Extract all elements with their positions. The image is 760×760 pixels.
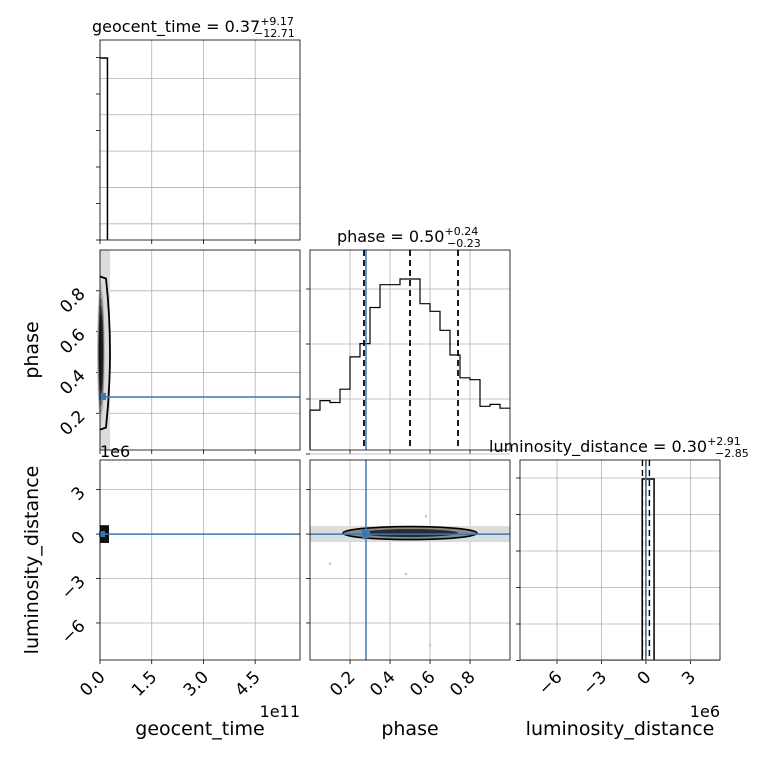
y-tick-label: 3 [68,483,90,505]
x-tick-label: 0.0 [76,667,109,700]
title-geocent-time-lower: −12.71 [254,27,295,40]
y-tick-label: 0 [68,527,90,549]
title-geocent-time: geocent_time = 0.37+9.17 [92,15,294,37]
x-tick-label: 3.0 [180,667,213,700]
x-tick-label: 0.2 [326,667,359,700]
title-luminosity-distance: luminosity_distance = 0.30+2.91 [489,435,741,457]
x-axis-label-geocent-time: geocent_time [135,718,264,740]
title-name: phase [337,227,385,246]
x-tick-label: −6 [535,667,567,699]
x-tick-label: 0.4 [366,667,399,700]
title-phase-lower: −0.23 [447,237,481,250]
histogram-step [309,278,510,450]
x-axis-label-luminosity-distance: luminosity_distance [526,718,715,740]
y-tick-label: 0.6 [56,325,89,358]
y-tick-label: 0.2 [56,407,89,440]
y-tick-label: 0.8 [56,284,89,317]
x-axis-label-phase: phase [381,718,438,740]
y-axis-label-luminosity-distance: luminosity_distance [21,466,43,655]
title-upper: +2.91 [707,435,741,448]
y-tick-label: −3 [58,572,90,604]
titles: geocent_time = 0.37+9.17 −12.71 phase = … [92,15,749,460]
title-median: 0.50 [409,227,445,246]
panel-frame [309,249,511,451]
histogram-step [100,57,109,240]
x-tick-label: 4.5 [231,667,264,700]
x-offset-luminosity-distance: 1e6 [690,702,720,721]
y-axis-label-phase: phase [21,321,43,378]
truth-marker [99,392,106,400]
sample-point [428,643,432,647]
x-tick-label: 0.6 [406,667,439,700]
histogram-step [641,478,655,660]
x-tick-label: −3 [579,667,611,699]
x-tick-label: 0.8 [446,667,479,700]
title-upper: +9.17 [260,15,294,28]
title-name: luminosity_distance [489,437,648,457]
sample-point [328,562,332,565]
density-level [362,529,458,538]
chart-labels: geocent_time phase luminosity_distance p… [21,321,720,740]
title-median: 0.30 [671,437,707,456]
x-tick-label: 3 [678,667,700,689]
x-tick-label: 1.5 [128,667,161,700]
y-tick-label: −6 [58,616,90,648]
contour-line [342,525,478,541]
sample-point [404,572,408,576]
truth-marker [362,530,370,539]
title-median: 0.37 [225,17,261,36]
panel-frame [519,459,721,661]
y-offset-luminosity-distance: 1e6 [100,442,130,461]
panel-frame [309,459,511,661]
contour-line [99,275,111,431]
title-equals: = [648,437,672,456]
title-luminosity-distance-lower: −2.85 [715,447,749,460]
density-shade [100,250,110,450]
x-tick-label: 0 [634,667,656,689]
title-equals: = [201,17,225,36]
panel-frame [99,39,301,241]
truth-marker [99,531,105,538]
panel-frame [99,249,301,451]
x-offset-geocent-time: 1e11 [260,702,300,721]
title-upper: +0.24 [444,225,478,238]
title-phase: phase = 0.50+0.24 [337,225,478,246]
panel-frame [99,459,301,661]
sample-point [424,515,428,518]
title-equals: = [385,227,409,246]
y-tick-label: 0.4 [56,366,89,399]
title-name: geocent_time [92,17,201,37]
